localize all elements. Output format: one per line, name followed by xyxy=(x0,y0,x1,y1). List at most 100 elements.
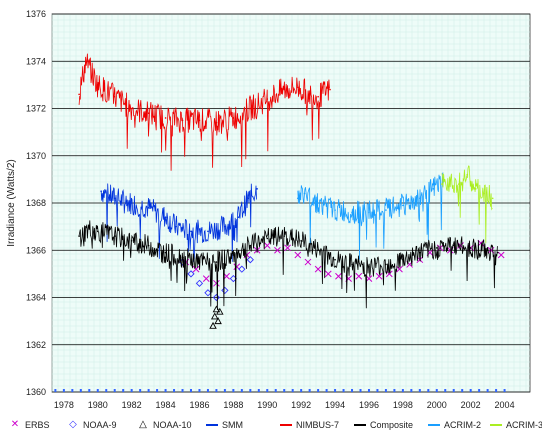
x-tick-mark xyxy=(317,389,320,392)
x-tick-mark xyxy=(139,389,142,392)
data-point xyxy=(130,107,133,110)
x-tick-mark xyxy=(71,389,74,392)
series-trace xyxy=(441,165,493,244)
data-point xyxy=(130,202,133,204)
data-point xyxy=(232,254,235,256)
data-point xyxy=(113,95,116,98)
data-point xyxy=(466,173,469,176)
data-point xyxy=(419,251,421,254)
legend-label: Composite xyxy=(370,420,414,430)
x-tick-mark xyxy=(257,389,260,392)
data-point xyxy=(78,93,80,96)
legend-item-erbs: ✕ ERBS xyxy=(8,419,50,431)
data-point xyxy=(88,228,91,230)
data-point xyxy=(202,275,210,282)
data-point xyxy=(283,88,286,91)
data-point xyxy=(283,235,286,237)
x-tick-mark xyxy=(54,389,57,392)
x-tick-mark xyxy=(206,389,209,392)
series-smm xyxy=(100,183,258,262)
data-point xyxy=(449,178,452,181)
data-point xyxy=(96,84,99,86)
data-point xyxy=(263,242,271,249)
data-point xyxy=(317,202,319,204)
data-point xyxy=(329,88,331,91)
x-tick-mark xyxy=(444,389,447,392)
legend-label: ACRIM-2 xyxy=(444,420,482,430)
data-point xyxy=(210,312,219,320)
x-tick-mark xyxy=(105,389,108,392)
legend-label: SMM xyxy=(222,420,243,430)
data-point xyxy=(174,225,177,228)
x-tick-label: 1982 xyxy=(122,400,142,410)
y-tick-label: 1364 xyxy=(26,293,46,303)
data-point xyxy=(221,286,229,295)
data-point xyxy=(351,211,353,214)
x-tick-mark xyxy=(189,389,192,392)
y-axis-label: Irradiance (Watts/2) xyxy=(6,159,17,246)
x-tick-mark xyxy=(342,389,345,392)
x-tick-mark xyxy=(249,389,252,392)
x-tick-labels: 1978 1980 1982 1984 1986 1988 1990 1992 1994 1996… xyxy=(54,400,515,410)
data-point xyxy=(308,93,311,96)
data-point xyxy=(164,251,167,254)
series-acrim-3 xyxy=(441,165,494,244)
legend-line-swatch xyxy=(354,424,366,426)
data-point xyxy=(458,183,460,185)
x-tick-mark xyxy=(495,389,498,392)
data-point xyxy=(296,86,299,89)
y-tick-labels: 1360 1362 1364 1366 1368 1370 1372 1374 1376 xyxy=(26,9,46,397)
x-tick-label: 1986 xyxy=(189,400,209,410)
x-tick-mark xyxy=(181,389,184,392)
legend-line-swatch xyxy=(280,424,292,426)
data-point xyxy=(324,270,332,278)
data-point xyxy=(147,112,150,115)
x-tick-label: 1996 xyxy=(359,400,379,410)
series-trace xyxy=(78,53,330,171)
y-tick-label: 1362 xyxy=(26,340,46,350)
data-point xyxy=(266,98,269,100)
data-point xyxy=(232,117,235,119)
legend-marker-swatch: ✕ xyxy=(10,419,20,430)
legend-label: ACRIM-3 xyxy=(506,420,542,430)
y-tick-label: 1360 xyxy=(26,387,46,397)
x-tick-label: 1998 xyxy=(393,400,413,410)
data-point xyxy=(441,183,443,185)
x-tick-mark xyxy=(147,389,150,392)
data-point xyxy=(78,235,80,237)
data-point xyxy=(195,279,204,287)
x-tick-label: 1984 xyxy=(156,400,176,410)
data-point xyxy=(304,258,312,266)
legend-label: NOAA-10 xyxy=(153,420,192,430)
x-tick-mark xyxy=(62,389,65,392)
data-point xyxy=(113,235,116,237)
data-point xyxy=(335,272,342,280)
x-tick-mark xyxy=(325,389,328,392)
data-point xyxy=(215,121,218,124)
data-point xyxy=(396,265,403,273)
data-point xyxy=(113,197,116,200)
x-tick-mark xyxy=(418,389,421,392)
data-point xyxy=(317,249,319,252)
legend-item-noaa-10: △ NOAA-10 xyxy=(136,420,192,431)
y-tick-label: 1368 xyxy=(26,198,46,208)
data-point xyxy=(496,251,499,254)
data-point xyxy=(334,258,336,261)
data-point xyxy=(497,251,505,259)
data-point xyxy=(215,261,218,263)
legend: ✕ ERBS ◇ NOAA-9 △ NOAA-10 SMM NIMBUS-7 Composite… xyxy=(0,416,542,438)
data-point xyxy=(385,263,387,266)
data-point xyxy=(491,197,494,200)
data-point xyxy=(486,249,489,252)
x-tick-mark xyxy=(410,389,413,392)
data-point xyxy=(334,209,336,211)
x-tick-mark xyxy=(376,389,379,392)
data-point xyxy=(402,204,404,207)
legend-label: ERBS xyxy=(25,420,50,430)
series-composite xyxy=(78,220,499,311)
x-tick-mark xyxy=(88,389,91,392)
series-noaa-10 xyxy=(209,305,224,329)
x-tick-mark xyxy=(198,389,201,392)
data-point xyxy=(266,237,269,240)
data-point xyxy=(238,265,246,273)
